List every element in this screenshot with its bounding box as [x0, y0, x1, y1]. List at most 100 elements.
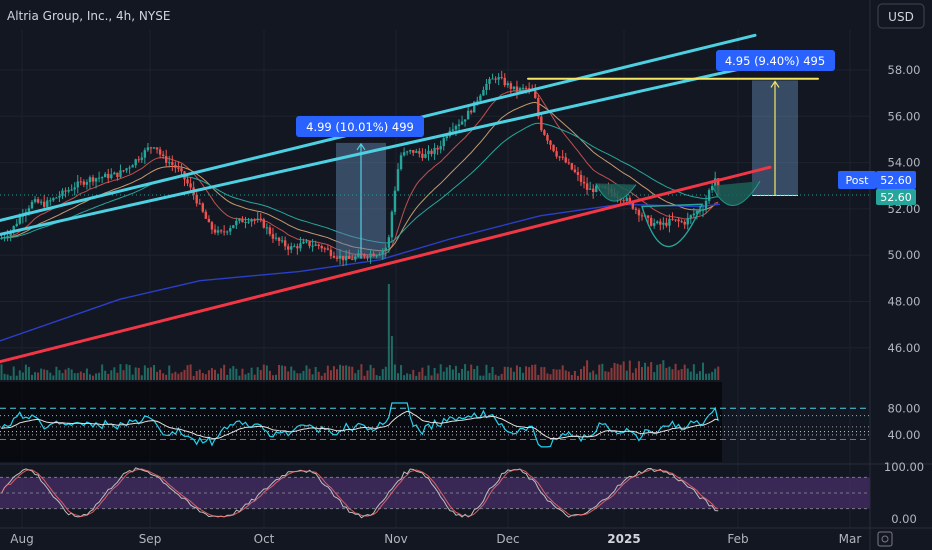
candle-body [588, 188, 592, 190]
cup-arc-2 [641, 203, 704, 248]
candle-body [436, 147, 439, 150]
candle-body [354, 256, 357, 260]
candle-body [149, 147, 153, 149]
volume-bar [607, 371, 610, 380]
volume-bar [284, 366, 287, 380]
currency-button[interactable]: USD [877, 3, 925, 29]
candle-body [430, 150, 433, 154]
volume-bar [189, 364, 192, 380]
volume-bar [101, 364, 104, 380]
candle-body [232, 225, 235, 229]
candle-body [564, 157, 567, 163]
volume-bar [659, 363, 662, 380]
volume-bar [128, 365, 131, 380]
price-tick-label: 58.00 [888, 63, 921, 77]
candle-body [552, 144, 555, 152]
volume-bar [351, 366, 354, 380]
candle-body [457, 124, 461, 127]
candle-body [94, 178, 98, 182]
volume-bar [168, 365, 171, 380]
volume-bar [290, 366, 293, 380]
candle-body [540, 116, 543, 131]
settings-icon-inner [881, 535, 889, 543]
currency-label[interactable]: USD [888, 10, 914, 24]
volume-bar [204, 374, 207, 380]
volume-bar [31, 374, 33, 380]
volume-bar [37, 372, 40, 380]
volume-bar [98, 372, 101, 380]
candle-body [293, 246, 296, 248]
last-price-badge: 52.60 [876, 189, 916, 205]
candle-body [85, 182, 89, 185]
time-tick-label: Aug [10, 532, 33, 546]
volume-bar [256, 367, 259, 380]
candle-body [473, 101, 476, 113]
candle-body [476, 100, 479, 102]
volume-bar [461, 368, 464, 380]
candle-body [70, 189, 73, 191]
candle-body [341, 255, 345, 261]
stochastic-panel: 100.00 0.00 [0, 460, 932, 526]
measure-label-1: 4.99 (10.01%) 499 [296, 116, 424, 137]
volume-bar [122, 370, 125, 380]
volume-bar [21, 372, 24, 380]
candle-body [527, 88, 531, 90]
volume-bar [82, 372, 85, 380]
volume-bar [662, 360, 665, 380]
volume-bar [506, 366, 509, 380]
candle-body [421, 153, 424, 158]
volume-bar [598, 364, 601, 380]
candle-body [622, 200, 625, 202]
volume-bar [366, 370, 369, 380]
rsi-tick-label: 80.00 [888, 401, 921, 415]
candle-body [515, 86, 519, 92]
volume-bar [375, 375, 378, 380]
volume-bar [543, 367, 546, 380]
volume-bar [61, 373, 64, 380]
volume-bar [24, 364, 27, 380]
volume-bar [464, 364, 467, 380]
volume-bar [512, 371, 515, 380]
volume-bar [628, 360, 631, 380]
volume-bar [409, 374, 412, 380]
volume-bar [439, 364, 442, 380]
volume-bar [247, 372, 250, 380]
volume-bar [400, 365, 403, 380]
volume-bar [479, 375, 482, 380]
volume-bar [146, 367, 149, 380]
volume-bar [695, 373, 698, 380]
price-tick-label: 52.00 [888, 202, 921, 216]
post-value: 52.60 [880, 174, 912, 187]
candle-body [67, 190, 70, 192]
candle-body [500, 77, 503, 79]
cup-arc-3 [711, 180, 761, 206]
candle-body [412, 150, 415, 153]
rsi-panel: 80.00 40.00 [0, 382, 920, 462]
volume-bar [482, 375, 485, 380]
candle-body [332, 255, 336, 258]
candle-body [296, 246, 299, 249]
candle-body [15, 223, 18, 226]
volume-bar [79, 371, 82, 380]
volume-bar [540, 367, 543, 380]
candle-body [128, 167, 131, 169]
grid [0, 30, 870, 528]
volume-bar [323, 372, 326, 380]
volume-bar [15, 375, 18, 380]
volume-bar [653, 372, 656, 380]
volume-bar [159, 369, 162, 380]
volume-bar [424, 375, 427, 380]
volume-bar [143, 365, 146, 380]
volume-bar [619, 364, 622, 380]
currency-button-frame[interactable] [877, 3, 925, 29]
volume-bar [336, 369, 338, 380]
candle-body [277, 237, 281, 241]
candle-body [546, 134, 549, 141]
candle-body [396, 169, 400, 191]
volume-bar [125, 364, 128, 380]
volume-bar [76, 373, 79, 380]
candle-body [683, 221, 686, 225]
candle-body [390, 211, 394, 238]
volume-bar [110, 370, 113, 380]
